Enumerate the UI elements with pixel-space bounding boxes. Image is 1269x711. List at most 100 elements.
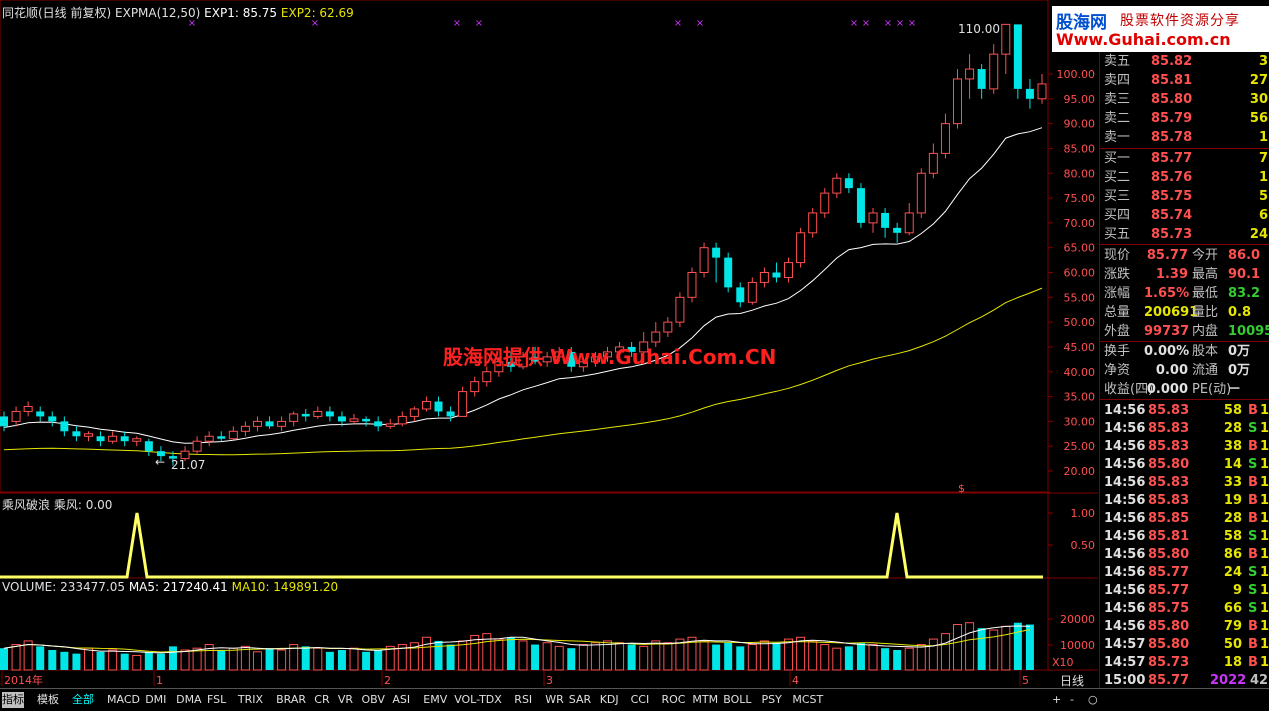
volume-bar [0, 648, 8, 670]
volume-bar [409, 642, 419, 671]
price-axis-label: 25.00 [1064, 440, 1096, 453]
price-axis-label: 60.00 [1064, 267, 1096, 280]
candle-body [458, 391, 468, 417]
candle-body [699, 247, 709, 273]
candle-body [554, 351, 564, 358]
bid-row[interactable]: 买二 85.76 1 [1100, 168, 1269, 187]
low-marker: 21.07 [171, 458, 206, 472]
tick-time: 14:56 [1104, 583, 1146, 598]
tab-boll[interactable]: BOLL [723, 693, 752, 706]
logo-brand: 股海网 [1056, 13, 1107, 33]
tab-mtm[interactable]: MTM [692, 693, 719, 706]
ask-row[interactable]: 卖三 85.80 30 [1100, 90, 1269, 109]
candle-body [421, 401, 431, 410]
candle-body [904, 212, 914, 234]
price-axis-label: 100.00 [1057, 68, 1096, 81]
bid-row[interactable]: 买三 85.75 5 [1100, 187, 1269, 206]
tick-extra: 1 [1260, 475, 1269, 490]
candle-body [989, 53, 999, 90]
ask-row[interactable]: 卖一 85.78 1 [1100, 128, 1269, 147]
volume-bar [240, 645, 250, 671]
ask-price: 85.80 [1151, 92, 1193, 107]
tick-time: 15:00 [1104, 673, 1146, 688]
exp2-line [3, 287, 1043, 456]
candle-body [1037, 83, 1047, 100]
price-axis-label: 30.00 [1064, 415, 1096, 428]
tick-volume: 86 [1223, 547, 1242, 562]
stat-key: 量比 [1192, 305, 1219, 320]
tab-vr[interactable]: VR [337, 693, 354, 706]
tab-cr[interactable]: CR [314, 693, 330, 706]
tab-roc[interactable]: ROC [661, 693, 686, 706]
bid-volume: 7 [1258, 151, 1268, 166]
ask-row[interactable]: 卖四 85.81 27 [1100, 71, 1269, 90]
candle-body [759, 272, 769, 283]
stat-value: 0万 [1228, 363, 1251, 378]
tab-brar[interactable]: BRAR [276, 693, 307, 706]
candle-body [953, 78, 963, 125]
tab-wr[interactable]: WR [545, 693, 564, 706]
time-axis-label: 5 [1022, 674, 1029, 687]
volume-bar [590, 642, 600, 671]
tab-kdj[interactable]: KDJ [599, 693, 619, 706]
tab-dmi[interactable]: DMI [145, 693, 167, 706]
tab-obv[interactable]: OBV [361, 693, 385, 706]
bid-row[interactable]: 买五 85.73 24 [1100, 225, 1269, 244]
exp1-line [3, 127, 1043, 444]
tab-dma[interactable]: DMA [176, 693, 202, 706]
ask-row[interactable]: 卖二 85.79 56 [1100, 109, 1269, 128]
tab-mcst[interactable]: MCST [792, 693, 824, 706]
tab-emv[interactable]: EMV [423, 693, 448, 706]
volume-unit: X10 [1052, 656, 1074, 669]
candle-body [11, 410, 21, 422]
signal-marker: × [696, 18, 704, 29]
zoom-button-2[interactable]: ○ [1088, 693, 1098, 706]
volume-bar [374, 650, 383, 670]
volume-bar [96, 651, 105, 670]
volume-bar [325, 651, 334, 670]
tab-psy[interactable]: PSY [761, 693, 782, 706]
price-axis-label: 55.00 [1064, 291, 1096, 304]
volume-axis-label: 20000 [1060, 613, 1095, 626]
volume-bar [494, 638, 504, 671]
tab-trix[interactable]: TRIX [237, 693, 264, 706]
ma10-label: MA10: 149891.20 [231, 580, 339, 594]
tick-time: 14:56 [1104, 529, 1146, 544]
tab-asi[interactable]: ASI [392, 693, 411, 706]
tab-rsi[interactable]: RSI [514, 693, 533, 706]
bid-row[interactable]: 买一 85.77 7 [1100, 149, 1269, 168]
bid-row[interactable]: 买四 85.74 6 [1100, 206, 1269, 225]
volume-bar [385, 645, 395, 671]
tick-volume: 2022 [1210, 673, 1247, 688]
tab-vol-tdx[interactable]: VOL-TDX [454, 693, 502, 706]
zoom-button-0[interactable]: + [1052, 693, 1062, 706]
candle-body [446, 411, 455, 417]
signal-marker: × [896, 18, 904, 29]
tick-row: 14:57 85.80 50 B 1 [1100, 636, 1269, 654]
period-label[interactable]: 日线 [1060, 674, 1085, 688]
tick-row: 14:56 85.83 28 S 1 [1100, 420, 1269, 438]
tab-模板[interactable]: 模板 [37, 693, 59, 706]
tab-全部[interactable]: 全部 [72, 693, 94, 706]
tab-macd[interactable]: MACD [107, 693, 140, 706]
tick-row: 14:56 85.77 24 S 1 [1100, 564, 1269, 582]
stat-value: 83.2 [1228, 286, 1261, 301]
volume-bar [313, 647, 323, 671]
volume-bar [627, 644, 636, 670]
ask-row[interactable]: 卖五 85.82 3 [1100, 52, 1269, 71]
main-panel-frame [0, 0, 1049, 493]
stat-value: 1.65% [1144, 286, 1190, 301]
volume-bar [349, 647, 359, 671]
zoom-button-1[interactable]: - [1070, 693, 1074, 706]
tab-fsl[interactable]: FSL [207, 693, 227, 706]
volume-bar [362, 651, 371, 670]
bid-label: 买四 [1104, 208, 1131, 223]
tab-sar[interactable]: SAR [568, 693, 592, 706]
tick-time: 14:56 [1104, 547, 1146, 562]
chart-area[interactable]: 100.00 95.00 90.00 85.00 80.00 75.00 70.00 65.0… [0, 0, 1098, 690]
kline-chart[interactable]: 100.00 95.00 90.00 85.00 80.00 75.00 70.00 65.0… [0, 0, 1098, 690]
tick-row: 14:56 85.80 79 B 1 [1100, 618, 1269, 636]
tab-cci[interactable]: CCI [630, 693, 650, 706]
tab-指标[interactable]: 指标 [2, 692, 24, 708]
tick-time: 14:56 [1104, 439, 1146, 454]
